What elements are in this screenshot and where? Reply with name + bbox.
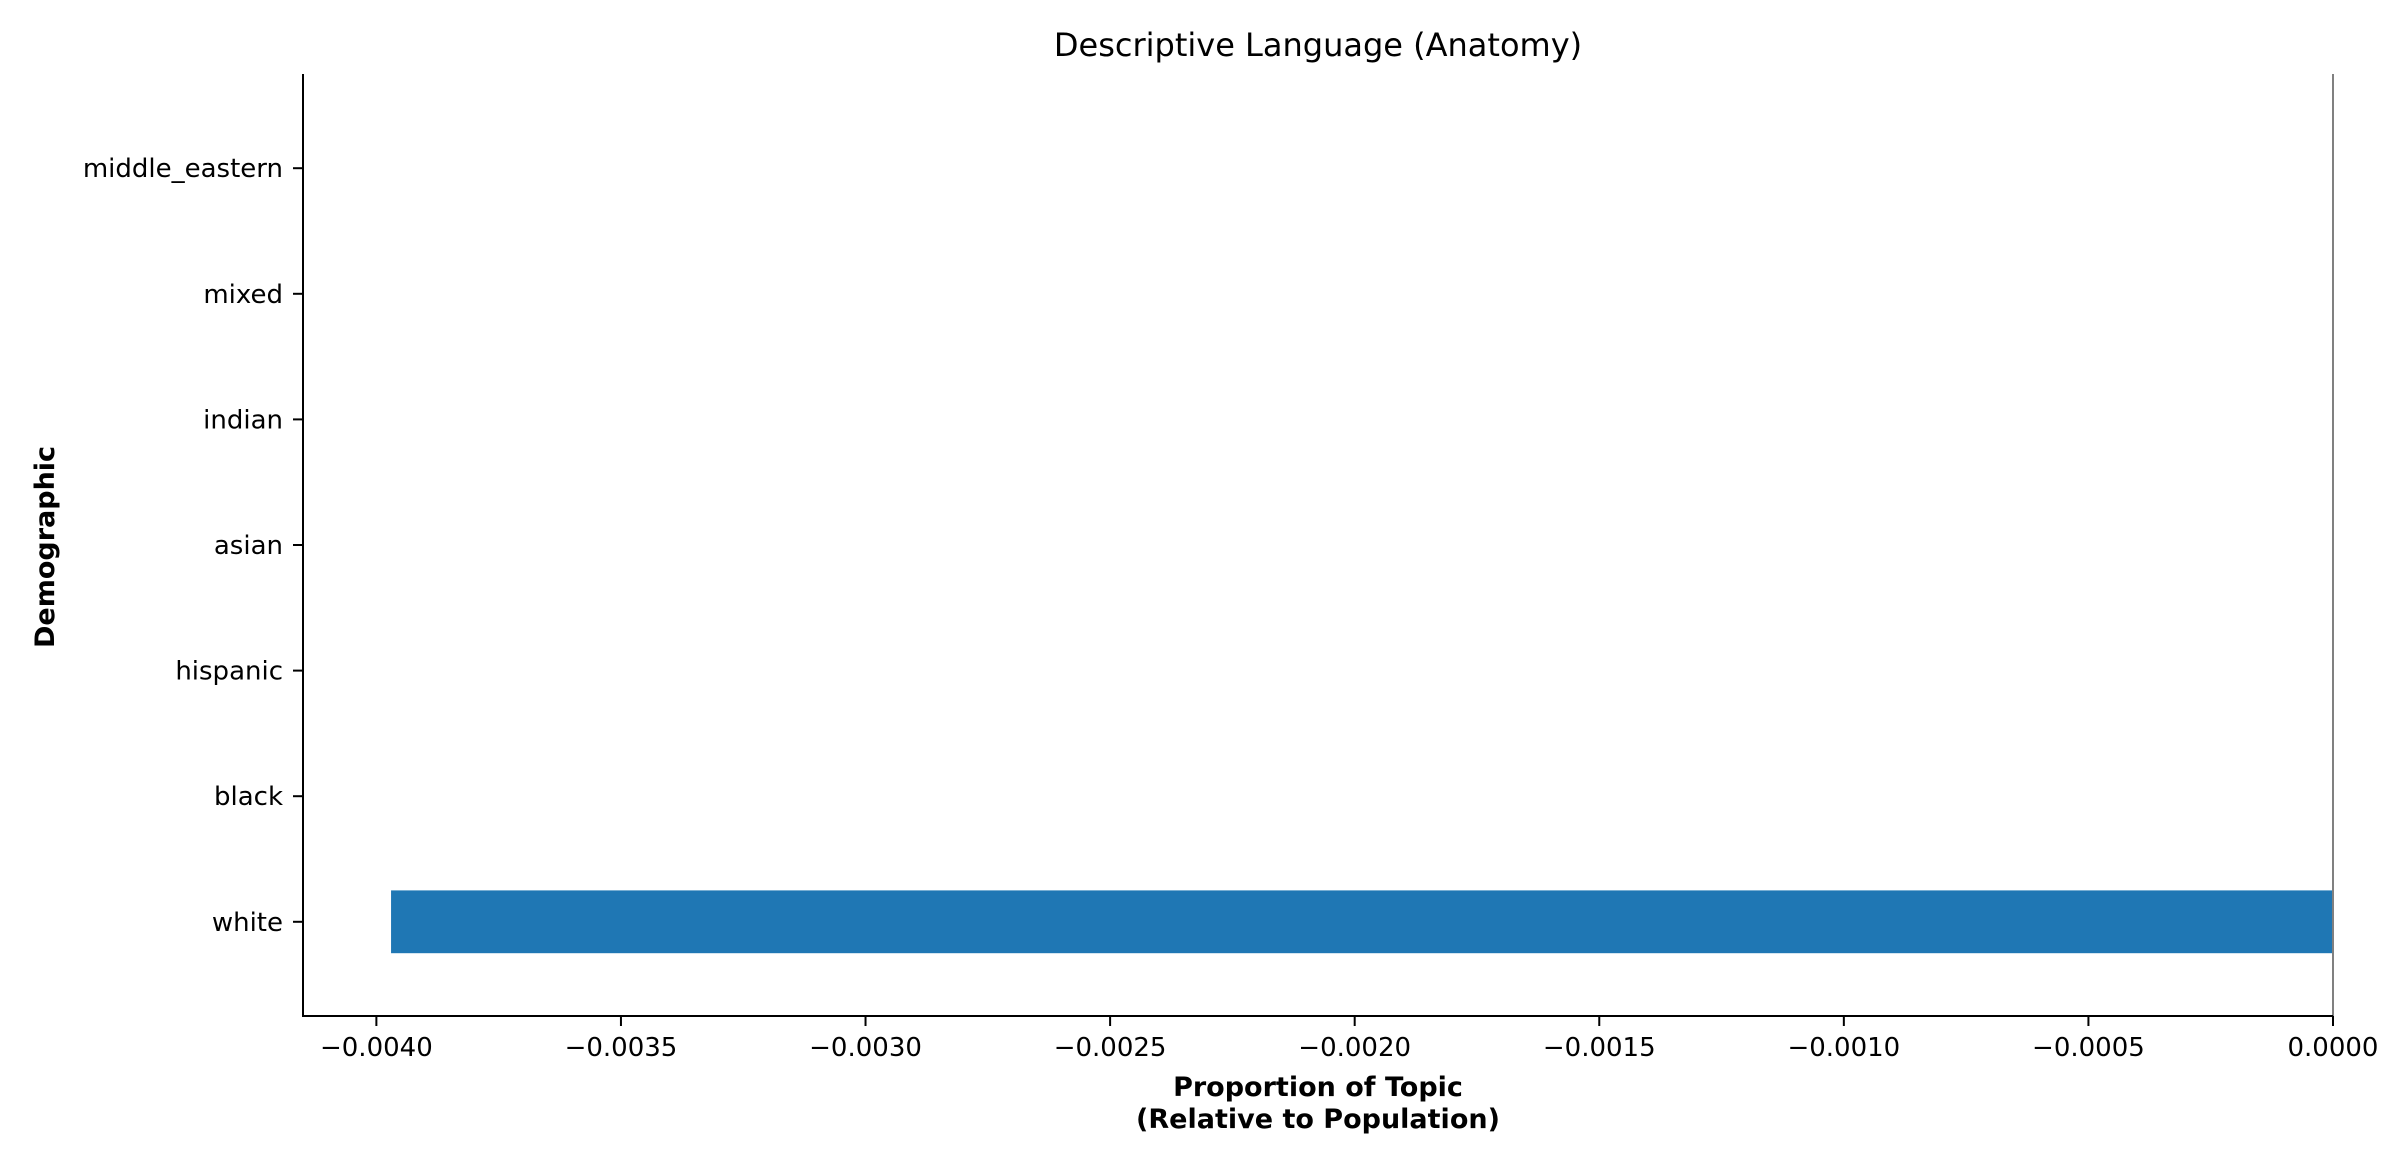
- x-tick-label: −0.0030: [809, 1033, 922, 1063]
- x-tick-label: 0.0000: [2288, 1033, 2379, 1063]
- y-tick-label-indian: indian: [203, 405, 283, 435]
- x-tick-label: −0.0010: [1787, 1033, 1900, 1063]
- axes-layer: [302, 74, 2333, 1017]
- x-ticks-layer: −0.0040 −0.0035 −0.0030 −0.0025 −0.0020 −0.00…: [320, 1016, 2379, 1063]
- y-tick-label-black: black: [214, 782, 283, 812]
- x-axis-title-line-2: (Relative to Population): [1136, 1104, 1500, 1135]
- x-tick-label: −0.0005: [2032, 1033, 2145, 1063]
- x-tick-label: −0.0015: [1543, 1033, 1656, 1063]
- x-axis-title-line-1: Proportion of Topic: [1173, 1072, 1463, 1103]
- y-axis-title: Demographic: [30, 446, 61, 648]
- y-ticks-layer: white black hispanic asian indian mixed middle…: [83, 154, 303, 938]
- bars-layer: [391, 890, 2333, 954]
- y-tick-label-asian: asian: [214, 531, 283, 561]
- x-tick-label: −0.0025: [1054, 1033, 1167, 1063]
- x-tick-label: −0.0040: [320, 1033, 433, 1063]
- y-tick-label-hispanic: hispanic: [175, 657, 283, 687]
- y-tick-label-white: white: [212, 908, 283, 938]
- x-tick-label: −0.0020: [1298, 1033, 1411, 1063]
- y-tick-label-mixed: mixed: [203, 280, 283, 310]
- y-tick-label-middle-eastern: middle_eastern: [83, 154, 283, 184]
- chart-title: Descriptive Language (Anatomy): [1054, 26, 1582, 64]
- bar-white: [391, 890, 2333, 954]
- x-tick-label: −0.0035: [565, 1033, 678, 1063]
